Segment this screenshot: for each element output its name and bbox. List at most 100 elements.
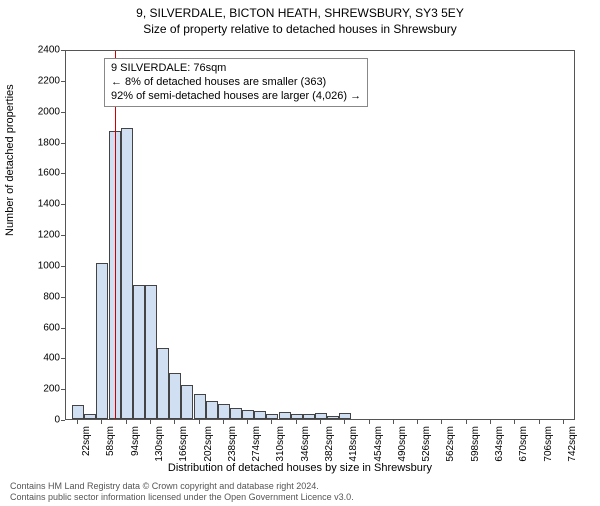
plot-area: 9 SILVERDALE: 76sqm ← 8% of detached hou…	[65, 50, 575, 420]
x-tick-label: 418sqm	[348, 426, 359, 466]
x-tick-mark	[490, 420, 491, 424]
histogram-bar	[230, 408, 242, 419]
x-tick-label: 346sqm	[300, 426, 311, 466]
x-tick-mark	[514, 420, 515, 424]
y-tick-mark	[61, 389, 65, 390]
histogram-bar	[327, 416, 339, 419]
x-tick-mark	[466, 420, 467, 424]
histogram-bar	[133, 285, 145, 419]
y-tick-label: 2400	[20, 45, 60, 56]
x-tick-label: 742sqm	[567, 426, 578, 466]
y-tick-mark	[61, 81, 65, 82]
x-tick-mark	[247, 420, 248, 424]
x-tick-mark	[223, 420, 224, 424]
x-tick-label: 454sqm	[373, 426, 384, 466]
y-tick-mark	[61, 328, 65, 329]
x-tick-mark	[199, 420, 200, 424]
x-tick-mark	[369, 420, 370, 424]
y-tick-label: 2000	[20, 106, 60, 117]
histogram-bar	[145, 285, 157, 419]
histogram-bar	[96, 263, 108, 419]
y-tick-mark	[61, 297, 65, 298]
x-tick-mark	[563, 420, 564, 424]
footer-line1: Contains HM Land Registry data © Crown c…	[10, 481, 354, 491]
x-tick-mark	[539, 420, 540, 424]
y-tick-mark	[61, 358, 65, 359]
histogram-bar	[181, 385, 193, 419]
annotation-box: 9 SILVERDALE: 76sqm ← 8% of detached hou…	[104, 58, 368, 107]
histogram-bar	[157, 348, 169, 419]
x-tick-mark	[344, 420, 345, 424]
x-tick-label: 634sqm	[494, 426, 505, 466]
y-tick-label: 1400	[20, 199, 60, 210]
histogram-bar	[242, 410, 254, 419]
x-tick-label: 58sqm	[105, 426, 116, 466]
histogram-bar	[72, 405, 84, 419]
histogram-bar	[218, 404, 230, 419]
footer-line2: Contains public sector information licen…	[10, 492, 354, 502]
y-tick-mark	[61, 204, 65, 205]
y-tick-mark	[61, 143, 65, 144]
x-tick-mark	[174, 420, 175, 424]
histogram-bar	[339, 413, 351, 419]
histogram-bar	[121, 128, 133, 419]
x-tick-label: 526sqm	[421, 426, 432, 466]
x-tick-mark	[320, 420, 321, 424]
x-tick-label: 562sqm	[445, 426, 456, 466]
y-tick-mark	[61, 173, 65, 174]
y-tick-mark	[61, 235, 65, 236]
x-tick-label: 22sqm	[81, 426, 92, 466]
x-tick-mark	[150, 420, 151, 424]
annotation-line1: 9 SILVERDALE: 76sqm	[111, 62, 361, 76]
x-tick-mark	[126, 420, 127, 424]
annotation-line3: 92% of semi-detached houses are larger (…	[111, 90, 361, 104]
y-tick-label: 800	[20, 291, 60, 302]
y-axis-label: Number of detached properties	[4, 84, 16, 236]
x-tick-label: 706sqm	[543, 426, 554, 466]
x-tick-mark	[101, 420, 102, 424]
y-tick-label: 1600	[20, 168, 60, 179]
x-tick-label: 670sqm	[518, 426, 529, 466]
y-tick-label: 1000	[20, 260, 60, 271]
x-tick-label: 94sqm	[130, 426, 141, 466]
y-tick-mark	[61, 266, 65, 267]
histogram-bar	[194, 394, 206, 419]
histogram-bar	[279, 412, 291, 419]
x-tick-mark	[441, 420, 442, 424]
x-tick-mark	[393, 420, 394, 424]
histogram-bar	[291, 414, 303, 419]
x-tick-label: 202sqm	[203, 426, 214, 466]
x-tick-mark	[77, 420, 78, 424]
x-tick-label: 598sqm	[470, 426, 481, 466]
x-tick-label: 274sqm	[251, 426, 262, 466]
histogram-bar	[315, 413, 327, 419]
histogram-bar	[169, 373, 181, 419]
y-tick-label: 1800	[20, 137, 60, 148]
y-tick-label: 400	[20, 353, 60, 364]
x-tick-mark	[417, 420, 418, 424]
annotation-line2: ← 8% of detached houses are smaller (363…	[111, 76, 361, 90]
histogram-bar	[206, 401, 218, 420]
histogram-bar	[84, 414, 96, 419]
x-tick-label: 382sqm	[324, 426, 335, 466]
y-tick-label: 2200	[20, 75, 60, 86]
histogram-bar	[266, 414, 278, 419]
y-tick-mark	[61, 112, 65, 113]
y-tick-mark	[61, 50, 65, 51]
chart-title-line1: 9, SILVERDALE, BICTON HEATH, SHREWSBURY,…	[0, 6, 600, 20]
x-tick-label: 238sqm	[227, 426, 238, 466]
y-tick-label: 0	[20, 415, 60, 426]
chart-title-line2: Size of property relative to detached ho…	[0, 22, 600, 36]
footer: Contains HM Land Registry data © Crown c…	[10, 481, 354, 502]
y-tick-label: 200	[20, 384, 60, 395]
x-tick-mark	[271, 420, 272, 424]
x-tick-label: 490sqm	[397, 426, 408, 466]
histogram-bar	[303, 414, 315, 419]
x-tick-mark	[296, 420, 297, 424]
x-tick-label: 310sqm	[275, 426, 286, 466]
histogram-bar	[254, 411, 266, 419]
y-tick-label: 600	[20, 322, 60, 333]
x-tick-label: 166sqm	[178, 426, 189, 466]
x-tick-label: 130sqm	[154, 426, 165, 466]
y-tick-label: 1200	[20, 230, 60, 241]
